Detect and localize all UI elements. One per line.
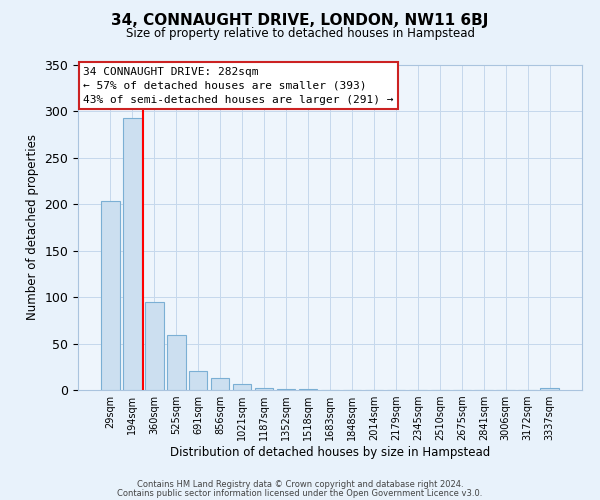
Bar (255, 388, 274, 390)
Bar (211, 378, 229, 390)
Bar (541, 388, 559, 390)
Text: 34, CONNAUGHT DRIVE, LONDON, NW11 6BJ: 34, CONNAUGHT DRIVE, LONDON, NW11 6BJ (112, 12, 488, 28)
Text: Size of property relative to detached houses in Hampstead: Size of property relative to detached ho… (125, 28, 475, 40)
Bar (167, 335, 185, 390)
Text: 34 CONNAUGHT DRIVE: 282sqm
← 57% of detached houses are smaller (393)
43% of sem: 34 CONNAUGHT DRIVE: 282sqm ← 57% of deta… (83, 66, 394, 104)
Text: Contains public sector information licensed under the Open Government Licence v3: Contains public sector information licen… (118, 488, 482, 498)
Bar (299, 389, 317, 390)
Bar (189, 370, 208, 390)
Bar (101, 200, 119, 390)
Text: Contains HM Land Registry data © Crown copyright and database right 2024.: Contains HM Land Registry data © Crown c… (137, 480, 463, 489)
Bar (145, 302, 164, 390)
Bar (233, 384, 251, 390)
Y-axis label: Number of detached properties: Number of detached properties (26, 134, 39, 320)
Bar (123, 118, 142, 390)
Bar (277, 389, 295, 390)
X-axis label: Distribution of detached houses by size in Hampstead: Distribution of detached houses by size … (170, 446, 490, 459)
